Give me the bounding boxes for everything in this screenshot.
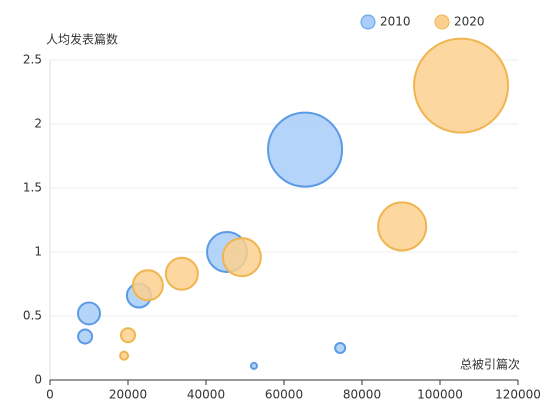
bubble: [164, 256, 199, 291]
bubble: [267, 111, 344, 188]
bubble: [413, 37, 510, 134]
bubble: [119, 350, 130, 361]
bubble: [249, 361, 258, 370]
y-axis-label: 人均发表篇数: [46, 32, 118, 47]
bubble: [377, 201, 428, 252]
y-tick-label: 1: [34, 245, 42, 259]
x-tick-label: 60000: [265, 388, 303, 402]
y-tick-label: 0: [34, 373, 42, 387]
x-tick-label: 20000: [109, 388, 147, 402]
x-axis-label: 总被引篇次: [460, 357, 520, 372]
bubble: [221, 237, 262, 278]
legend-label: 2010: [380, 15, 411, 29]
legend-label: 2020: [454, 15, 485, 29]
bubble: [77, 301, 101, 326]
legend-marker: [434, 14, 450, 30]
x-tick-label: 120000: [495, 388, 541, 402]
bubble: [120, 327, 136, 344]
bubble: [77, 328, 94, 345]
x-tick-label: 0: [46, 388, 54, 402]
y-tick-label: 1.5: [23, 181, 42, 195]
x-tick-label: 100000: [417, 388, 463, 402]
bubble: [334, 342, 347, 354]
x-tick-label: 80000: [343, 388, 381, 402]
x-tick-label: 40000: [187, 388, 225, 402]
bubble: [131, 269, 164, 302]
y-tick-label: 2.5: [23, 53, 42, 67]
y-tick-label: 0.5: [23, 309, 42, 323]
legend-marker: [360, 14, 376, 30]
y-tick-label: 2: [34, 117, 42, 131]
